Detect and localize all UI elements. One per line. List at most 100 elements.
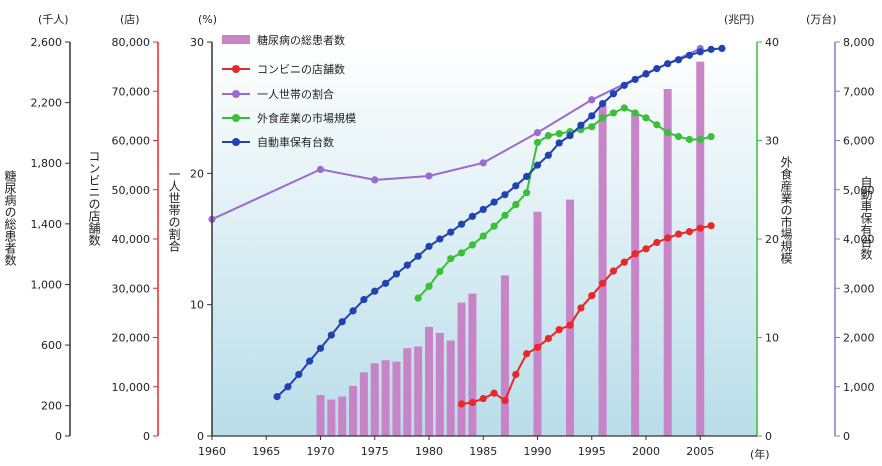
point-cars-1967 [284,383,292,391]
point-cars-1998 [620,81,628,89]
point-cars-1973 [349,307,357,315]
point-cars-1981 [436,235,444,243]
point-cars-1994 [577,121,585,129]
point-cars-1968 [295,370,303,379]
bar-1972 [338,396,347,436]
bar-1977 [392,361,401,436]
point-cars-1985 [479,205,487,214]
point-cars-2007 [718,44,726,53]
point-stores-1985 [479,394,487,403]
point-share-1980 [425,172,433,180]
point-stores-1991 [544,334,552,343]
tick-label-stores-5: 50,000 [112,184,151,197]
tick-label-patients-0: 0 [55,430,62,443]
x-tick-label-2005: 2005 [686,445,714,458]
tick-label-market-2: 20 [765,233,779,246]
series-line-market [417,106,712,299]
point-market-2004 [685,135,694,144]
legend: 糖尿病の総患者数 コンビニの店舗数 一人世帯の割合 外食産業の市場規模 自動車保… [222,33,356,149]
point-market-2000 [642,114,650,122]
point-cars-1980 [425,242,433,250]
tick-label-stores-6: 60,000 [112,135,151,148]
tick-label-stores-4: 40,000 [112,233,151,246]
point-market-2003 [674,132,683,141]
tick-label-stores-2: 20,000 [112,332,151,345]
point-cars-1990 [533,161,542,169]
point-cars-2003 [674,56,683,64]
point-stores-1984 [468,398,476,407]
tick-label-patients-3: 1,000 [31,278,63,291]
legend-marker-stores [232,65,240,73]
point-cars-1975 [371,287,379,295]
tick-label-share-1: 10 [190,299,204,312]
point-stores-1995 [588,292,596,300]
legend-label-share: 一人世帯の割合 [257,87,334,101]
point-share-1985 [479,159,487,167]
tick-label-cars-5: 5,000 [843,184,875,197]
point-share-1975 [371,176,379,184]
tick-label-cars-0: 0 [843,430,850,443]
legend-marker-market [232,114,240,122]
point-stores-1986 [490,389,498,397]
bar-1987 [500,275,509,436]
point-cars-1991 [544,151,552,159]
point-cars-1999 [631,75,639,84]
tick-label-stores-1: 10,000 [112,381,151,394]
point-cars-1970 [316,344,325,352]
tick-label-stores-8: 80,000 [112,36,151,49]
point-cars-1989 [523,172,531,181]
x-tick-label-1990: 1990 [524,445,552,458]
axis-unit-stores: (店) [120,12,140,26]
point-market-1996 [599,114,607,122]
point-cars-1979 [414,252,422,260]
point-market-1983 [457,249,466,257]
point-stores-2006 [707,222,715,230]
bar-1981 [435,332,444,436]
point-stores-2002 [664,234,672,242]
bar-1979 [414,346,423,436]
legend-swatch-patients [222,35,250,44]
tick-label-stores-3: 30,000 [112,282,151,295]
point-cars-2005 [696,48,704,56]
point-market-1992 [555,130,563,138]
tick-label-patients-1: 200 [41,400,62,413]
point-stores-1997 [609,267,618,275]
point-stores-2005 [696,224,704,232]
x-tick-label-1960: 1960 [198,445,226,458]
x-tick-label-1975: 1975 [361,445,389,458]
bar-1983 [457,302,466,436]
point-cars-1974 [360,295,368,304]
point-cars-2002 [664,60,672,68]
point-share-1990 [533,129,542,137]
tick-label-patients-7: 2,600 [31,36,63,49]
bar-1993 [566,199,575,436]
point-cars-1983 [457,220,466,228]
point-stores-1996 [599,279,607,287]
point-cars-1996 [599,99,607,108]
x-tick-label-1995: 1995 [578,445,606,458]
point-market-2006 [707,132,715,141]
bar-1982 [446,340,455,436]
tick-label-market-0: 0 [765,430,772,443]
bar-1978 [403,348,412,436]
point-stores-2000 [642,245,650,253]
tick-label-patients-5: 1,800 [31,157,63,170]
tick-label-share-3: 30 [190,36,204,49]
bar-1984 [468,293,477,436]
point-stores-1998 [620,258,628,266]
point-stores-1988 [512,370,520,379]
bar-2005 [696,61,705,436]
tick-label-share-0: 0 [197,430,204,443]
bar-1973 [349,385,358,436]
x-tick-label-1970: 1970 [307,445,335,458]
point-market-1988 [512,200,520,209]
point-market-2005 [696,135,704,144]
tick-label-patients-2: 600 [41,339,62,352]
legend-label-patients: 糖尿病の総患者数 [257,33,345,47]
point-cars-1976 [382,279,390,287]
tick-label-patients-4: 1,400 [31,218,63,231]
x-tick-label-1980: 1980 [415,445,443,458]
point-cars-1969 [306,357,314,365]
axis-title-patients: 糖尿病の総患者数 [3,169,17,267]
point-market-1982 [447,255,455,263]
